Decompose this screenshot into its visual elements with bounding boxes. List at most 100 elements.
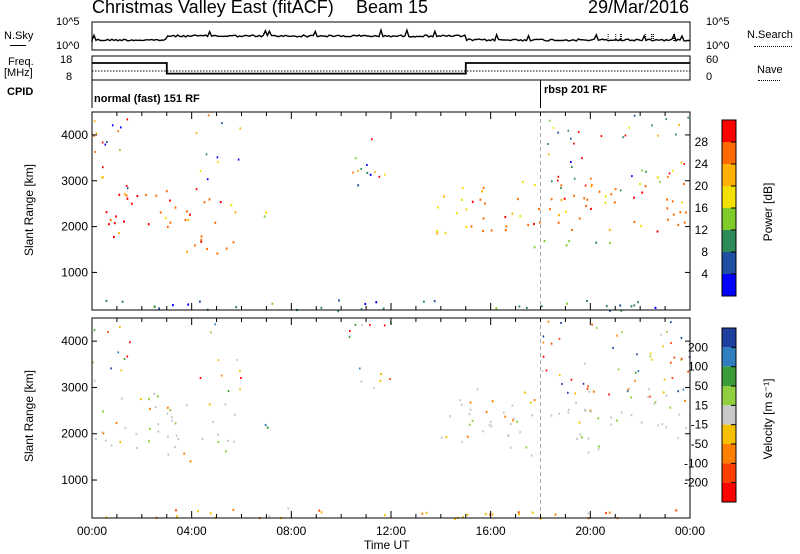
echo-cell: [548, 119, 551, 122]
echo-cell: [616, 334, 618, 337]
top-panels: [91, 21, 691, 108]
echo-cell: [466, 435, 469, 438]
echo-cell: [101, 431, 103, 434]
echo-cell: [186, 250, 188, 253]
echo-cell: [421, 512, 424, 515]
echo-cell: [495, 307, 498, 310]
x-tick-label: 20:00: [575, 524, 605, 538]
echo-cell: [444, 231, 447, 235]
echo-cell: [136, 195, 139, 198]
echo-cell: [357, 184, 360, 187]
echo-cell: [619, 304, 622, 307]
echo-cell: [104, 143, 107, 146]
velocity-colorbar-tick-label: -15: [691, 418, 709, 432]
echo-cell: [449, 415, 451, 418]
echo-cell: [125, 194, 128, 197]
echo-cell: [461, 187, 464, 190]
echo-cell: [584, 184, 587, 187]
power-colorbar-swatch: [722, 208, 736, 230]
echo-cell: [667, 175, 669, 178]
echo-cell: [512, 419, 514, 422]
echo-cell: [665, 426, 667, 429]
echo-cell: [102, 176, 104, 179]
echo-cell: [619, 189, 622, 192]
nave-tick-high: 60: [706, 54, 719, 66]
echo-cell: [185, 404, 188, 407]
echo-cell: [237, 158, 240, 161]
y-tick-label: 4000: [61, 334, 88, 348]
echo-cell: [359, 367, 361, 370]
echo-cell: [219, 201, 222, 204]
power-colorbar-tick-label: 28: [695, 135, 709, 149]
echo-cell: [366, 164, 368, 166]
velocity-colorbar-tick-label: 50: [695, 379, 709, 393]
echo-cell: [485, 410, 488, 413]
echo-cell: [504, 229, 507, 232]
echo-cell: [120, 369, 122, 372]
echo-cell: [530, 454, 533, 457]
echo-cell: [567, 391, 569, 394]
echo-cell: [557, 221, 560, 224]
echo-cell: [587, 451, 590, 454]
echo-cell: [490, 229, 493, 232]
echo-cell: [264, 423, 267, 427]
echo-cell: [166, 225, 169, 228]
echo-cell: [115, 421, 118, 425]
velocity-colorbar-swatch: [722, 366, 736, 386]
echo-cell: [117, 351, 120, 354]
echo-cell: [120, 126, 122, 129]
echo-cell: [115, 215, 117, 218]
echo-cell: [320, 511, 323, 514]
echo-cell: [123, 358, 126, 360]
echo-cell: [187, 303, 190, 306]
echo-cell: [609, 242, 611, 245]
echo-cell: [169, 409, 172, 412]
echo-cell: [440, 436, 443, 439]
echo-cell: [637, 301, 639, 304]
echo-cell: [174, 206, 177, 209]
echo-cell: [102, 166, 104, 169]
velocity-colorbar-swatch: [722, 424, 736, 444]
echo-cell: [542, 355, 545, 358]
echo-cell: [560, 322, 562, 324]
echo-cell: [547, 153, 550, 156]
power-colorbar-tick-label: 12: [695, 223, 709, 237]
echo-cell: [683, 221, 686, 224]
echo-cell: [235, 306, 238, 309]
velocity-colorbar-tick-label: 200: [688, 340, 708, 354]
echo-cell: [588, 390, 591, 393]
echo-cell: [476, 388, 479, 391]
echo-cell: [519, 215, 522, 218]
echo-cell: [366, 171, 369, 174]
echo-cell: [518, 513, 520, 516]
echo-cell: [171, 419, 174, 422]
echo-cell: [608, 511, 611, 514]
date-label: 29/Mar/2016: [588, 0, 690, 17]
echo-cell: [436, 230, 439, 233]
echo-cell: [369, 324, 371, 327]
echo-cell: [117, 130, 119, 133]
echo-cell: [628, 387, 631, 390]
echo-cell: [626, 390, 629, 393]
echo-cell: [504, 415, 507, 418]
velocity-colorbar-tick-label: -50: [691, 437, 709, 451]
echo-cell: [670, 361, 672, 364]
echo-cell: [636, 353, 638, 356]
echo-cell: [462, 516, 464, 519]
echo-cell: [633, 114, 636, 117]
velocity-colorbar-swatch: [722, 405, 736, 425]
echo-cell: [591, 183, 593, 186]
x-tick-label: 00:00: [675, 524, 705, 538]
echo-cell: [598, 190, 601, 193]
nsky-legend-line: [10, 45, 26, 46]
echo-cell: [502, 411, 505, 414]
velocity-colorbar-frame: [721, 327, 737, 503]
echo-cell: [123, 193, 126, 196]
echo-cell: [631, 175, 633, 178]
y-tick-label: 4000: [61, 128, 88, 142]
cpid-segment-2: rbsp 201 RF: [544, 84, 607, 96]
echo-cell: [172, 304, 174, 307]
echo-cell: [207, 114, 210, 117]
echo-cell: [153, 305, 156, 308]
echo-cell: [92, 361, 94, 364]
